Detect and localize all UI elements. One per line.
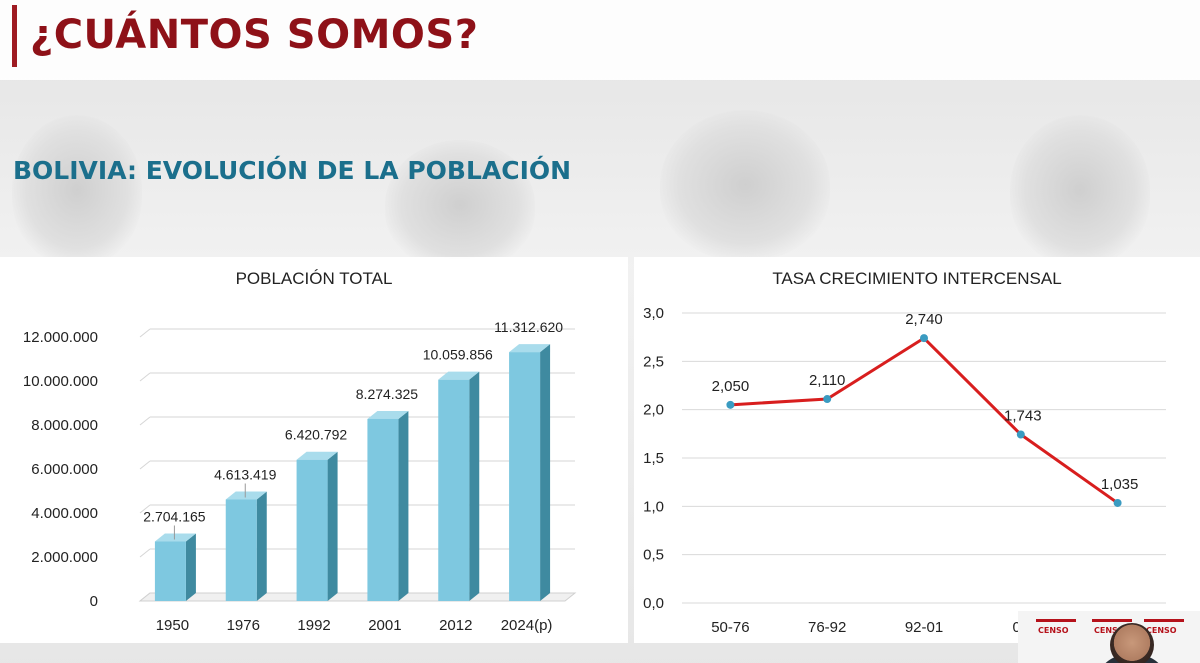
- bar: [296, 459, 328, 601]
- x-tick-label: 2001: [368, 617, 401, 634]
- gridline: [139, 460, 151, 470]
- bar-top: [154, 533, 196, 542]
- background-face: [1010, 115, 1150, 265]
- data-point: [1113, 498, 1122, 507]
- data-point: [920, 334, 928, 343]
- y-tick-label: 3,0: [643, 305, 664, 322]
- y-tick-label: 0: [90, 593, 98, 610]
- gridline: [139, 372, 151, 382]
- y-tick-label: 1,0: [643, 498, 664, 515]
- y-tick-label: 8.000.000: [31, 417, 98, 434]
- data-label: 2,050: [712, 378, 750, 395]
- x-tick-label: 50-76: [711, 619, 749, 636]
- gridline: [139, 504, 151, 514]
- gridline: [139, 416, 151, 426]
- population-chart-panel: POBLACIÓN TOTAL 0 2.000.000 4.000.000 6.000…: [0, 257, 628, 643]
- x-tick-label: 2024(p): [501, 617, 553, 634]
- y-tick-label: 2,0: [643, 402, 664, 419]
- bar-side: [256, 491, 267, 601]
- data-label: 8.274.325: [356, 386, 418, 402]
- bar-side: [327, 451, 338, 601]
- x-tick-label: 2012: [439, 617, 472, 634]
- x-tick-label: 1992: [297, 617, 330, 634]
- data-point: [726, 400, 735, 409]
- bar-side: [469, 371, 480, 601]
- bar: [154, 541, 186, 601]
- data-label: 2,110: [809, 372, 845, 389]
- bar-top: [296, 451, 338, 460]
- data-label: 2,740: [905, 311, 943, 328]
- slide-subtitle: BOLIVIA: EVOLUCIÓN DE LA POBLACIÓN: [13, 156, 572, 185]
- data-label: 1,035: [1101, 476, 1139, 493]
- x-tick-label: 1976: [227, 617, 260, 634]
- bar: [438, 379, 470, 601]
- gridline: [139, 328, 151, 338]
- webcam-overlay: CENSO CENSO CENSO: [1018, 611, 1200, 663]
- growth-chart-title: TASA CRECIMIENTO INTERCENSAL: [772, 269, 1062, 288]
- data-point: [823, 395, 832, 404]
- y-tick-label: 2,5: [643, 353, 664, 370]
- bar: [225, 499, 257, 601]
- slide-title: ¿CUÁNTOS SOMOS?: [30, 12, 479, 58]
- data-label: 10.059.856: [423, 347, 493, 363]
- title-accent-bar: [12, 5, 17, 67]
- bar-top: [225, 491, 267, 500]
- data-point: [1016, 430, 1025, 439]
- data-label: 1,743: [1004, 408, 1042, 425]
- bar: [367, 418, 399, 601]
- x-tick-label: 76-92: [808, 619, 846, 636]
- bar-side: [185, 533, 196, 601]
- growth-chart-panel: TASA CRECIMIENTO INTERCENSAL 0,0 0,5 1,0 1,…: [634, 257, 1200, 643]
- y-tick-label: 2.000.000: [31, 549, 98, 566]
- y-tick-label: 1,5: [643, 450, 664, 467]
- population-bar-chart: 0 2.000.000 4.000.000 6.000.000 8.000.000 10.…: [23, 319, 577, 634]
- data-label: 6.420.792: [285, 427, 347, 443]
- background-face: [660, 110, 830, 260]
- y-tick-label: 10.000.000: [23, 373, 98, 390]
- background-face: [12, 115, 142, 265]
- y-tick-label: 6.000.000: [31, 461, 98, 478]
- y-tick-label: 4.000.000: [31, 505, 98, 522]
- bar-top: [509, 344, 551, 353]
- background-face: [385, 140, 535, 270]
- bar-side: [398, 410, 409, 601]
- growth-line-chart: 0,0 0,5 1,0 1,5 2,0 2,5 3,0 2,050 50-76 2,110 76-9…: [643, 305, 1166, 636]
- data-label: 2.704.165: [143, 509, 205, 525]
- data-label: 11.312.620: [494, 319, 563, 335]
- y-tick-label: 12.000.000: [23, 329, 98, 346]
- presenter-head: [1110, 623, 1154, 663]
- y-tick-label: 0,5: [643, 547, 664, 564]
- population-chart-title: POBLACIÓN TOTAL: [235, 269, 393, 288]
- x-tick-label: 1950: [156, 617, 189, 634]
- data-label: 4.613.419: [214, 467, 276, 483]
- censo-logo: CENSO: [1036, 619, 1076, 650]
- series-line: [730, 336, 1119, 505]
- censo-logo: CENSO: [1144, 619, 1184, 650]
- title-band: [0, 0, 1200, 80]
- gridline: [139, 548, 151, 558]
- censo-logo: CENSO: [1092, 619, 1132, 650]
- bar: [509, 352, 541, 601]
- bar-side: [540, 344, 551, 601]
- bar-top: [367, 410, 409, 419]
- x-tick-label: 92-01: [905, 619, 943, 636]
- y-tick-label: 0,0: [643, 595, 664, 612]
- bar-top: [438, 371, 480, 380]
